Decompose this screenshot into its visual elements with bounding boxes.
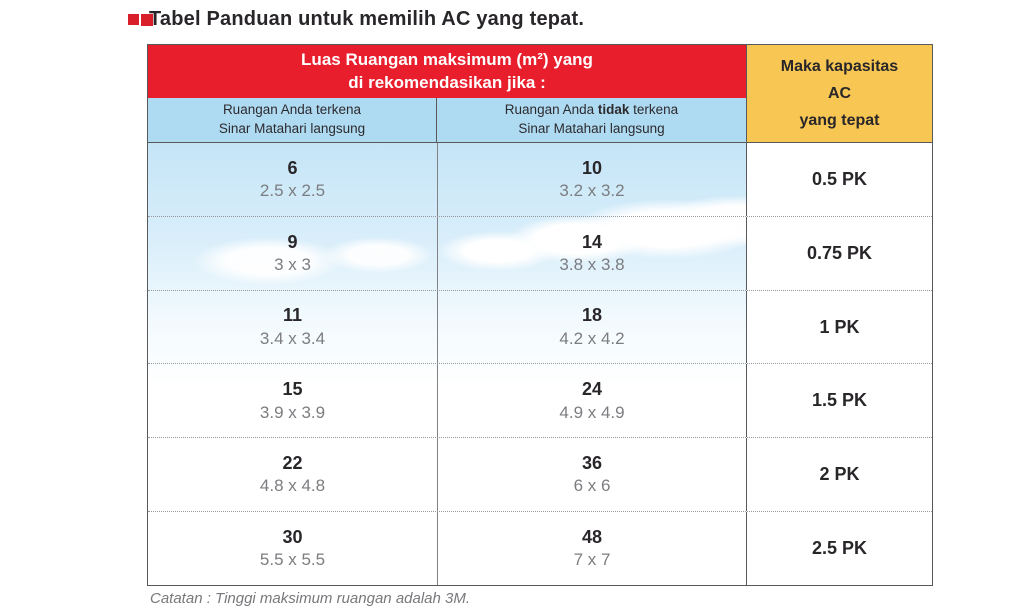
shade-dim-value: 7 x 7	[573, 550, 611, 570]
column-header-shade-line1: Ruangan Anda tidak terkena	[437, 101, 746, 120]
cell-shade: 10 3.2 x 3.2	[437, 143, 746, 216]
sun-dim-value: 5.5 x 5.5	[259, 550, 326, 570]
cell-capacity: 1.5 PK	[746, 364, 932, 438]
cell-shade: 24 4.9 x 4.9	[437, 364, 746, 438]
cell-capacity: 0.75 PK	[746, 216, 932, 290]
ac-guide-table: Luas Ruangan maksimum (m²) yang di rekom…	[147, 44, 933, 586]
shade-bold: tidak	[597, 102, 630, 118]
sun-area-value: 6	[287, 157, 298, 178]
capacity-header-line1: Maka kapasitas	[780, 57, 899, 75]
shade-dim-value: 4.9 x 4.9	[559, 402, 625, 422]
table-row: 22 4.8 x 4.8 36 6 x 6 2 PK	[148, 438, 932, 513]
header-main-line1: Luas Ruangan maksimum (m²) yang	[301, 50, 593, 70]
bullet-square-icon	[128, 14, 139, 25]
shade-area-value: 18	[581, 305, 603, 326]
table-row: 15 3.9 x 3.9 24 4.9 x 4.9 1.5 PK	[148, 364, 932, 439]
capacity-header-line2: AC	[827, 84, 852, 102]
sun-dim-value: 2.5 x 2.5	[259, 181, 326, 201]
header-main-line2: di rekomendasikan jika :	[348, 72, 546, 92]
shade-post: terkena	[629, 102, 679, 118]
cell-capacity: 1 PK	[746, 290, 932, 364]
sun-dim-value: 3 x 3	[274, 254, 311, 274]
cell-shade: 48 7 x 7	[437, 512, 746, 585]
table-row: 6 2.5 x 2.5 10 3.2 x 3.2 0.5 PK	[148, 143, 932, 217]
header-main: Luas Ruangan maksimum (m²) yang di rekom…	[148, 45, 746, 98]
capacity-value: 1.5 PK	[811, 390, 868, 411]
cell-sun: 9 3 x 3	[148, 217, 437, 290]
shade-area-value: 10	[581, 157, 603, 178]
column-header-sun-line1: Ruangan Anda terkena	[222, 102, 362, 118]
shade-dim-value: 4.2 x 4.2	[559, 328, 625, 348]
capacity-header-line3: yang tepat	[799, 112, 880, 130]
cell-sun: 6 2.5 x 2.5	[148, 143, 437, 216]
table-row: 9 3 x 3 14 3.8 x 3.8 0.75 PK	[148, 216, 932, 291]
cell-shade: 18 4.2 x 4.2	[437, 290, 746, 364]
capacity-value: 2 PK	[819, 464, 860, 485]
shade-dim-value: 3.8 x 3.8	[559, 254, 625, 274]
page-title: Tabel Panduan untuk memilih AC yang tepa…	[149, 8, 585, 30]
sun-dim-value: 4.8 x 4.8	[259, 476, 326, 496]
column-header-sun: Ruangan Anda terkena Sinar Matahari lang…	[148, 98, 437, 142]
column-header-shade: Ruangan Anda tidak terkena Sinar Matahar…	[437, 98, 746, 142]
shade-dim-value: 6 x 6	[573, 476, 611, 496]
cell-sun: 11 3.4 x 3.4	[148, 291, 437, 364]
cell-capacity: 2 PK	[746, 438, 932, 512]
sun-area-value: 30	[282, 526, 303, 547]
cell-sun: 30 5.5 x 5.5	[148, 512, 437, 585]
sun-dim-value: 3.4 x 3.4	[259, 328, 326, 348]
shade-area-value: 14	[581, 231, 603, 252]
sun-area-value: 9	[287, 231, 298, 252]
page-title-row: Tabel Panduan untuk memilih AC yang tepa…	[128, 8, 584, 31]
cell-capacity: 0.5 PK	[746, 143, 932, 216]
capacity-value: 0.75 PK	[806, 242, 873, 263]
header-left-group: Luas Ruangan maksimum (m²) yang di rekom…	[148, 45, 747, 142]
shade-area-value: 24	[581, 379, 603, 400]
sun-area-value: 22	[282, 453, 303, 474]
sun-dim-value: 3.9 x 3.9	[259, 402, 326, 422]
cell-shade: 14 3.8 x 3.8	[437, 216, 746, 290]
sun-area-value: 15	[282, 379, 303, 400]
footnote: Catatan : Tinggi maksimum ruangan adalah…	[150, 590, 471, 607]
capacity-value: 0.5 PK	[811, 168, 868, 189]
cell-shade: 36 6 x 6	[437, 438, 746, 512]
sun-area-value: 11	[282, 305, 303, 326]
capacity-value: 2.5 PK	[811, 538, 868, 559]
header-subrow: Ruangan Anda terkena Sinar Matahari lang…	[148, 98, 746, 142]
capacity-value: 1 PK	[819, 316, 860, 337]
shade-pre: Ruangan Anda	[504, 102, 598, 118]
table-header: Luas Ruangan maksimum (m²) yang di rekom…	[148, 45, 932, 143]
shade-dim-value: 3.2 x 3.2	[559, 181, 625, 201]
column-header-capacity: Maka kapasitas AC yang tepat	[747, 45, 932, 142]
column-header-shade-line2: Sinar Matahari langsung	[518, 121, 665, 136]
column-header-sun-line2: Sinar Matahari langsung	[218, 121, 366, 136]
table-row: 11 3.4 x 3.4 18 4.2 x 4.2 1 PK	[148, 290, 932, 365]
table-row: 30 5.5 x 5.5 48 7 x 7 2.5 PK	[148, 512, 932, 585]
table-body: 6 2.5 x 2.5 10 3.2 x 3.2 0.5 PK 9 3 x 3 …	[148, 143, 932, 585]
shade-area-value: 48	[581, 526, 603, 547]
cell-sun: 22 4.8 x 4.8	[148, 438, 437, 511]
shade-area-value: 36	[581, 453, 603, 474]
bullet-square-icon	[141, 13, 153, 26]
cell-capacity: 2.5 PK	[746, 512, 932, 585]
cell-sun: 15 3.9 x 3.9	[148, 364, 437, 437]
